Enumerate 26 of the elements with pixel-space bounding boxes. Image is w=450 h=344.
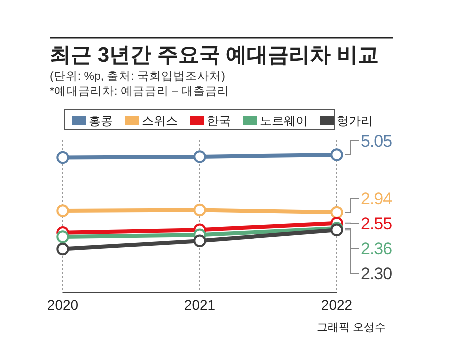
point bbox=[56, 204, 70, 218]
data-label: 2.55 bbox=[361, 214, 392, 234]
point bbox=[194, 234, 206, 248]
text: *예대금리차: 예금금리 – 대출금리 bbox=[50, 85, 230, 98]
legend-label: 헝가리 bbox=[337, 114, 373, 128]
data-label: 5.05 bbox=[361, 132, 392, 152]
text: 그래픽 오성수 bbox=[316, 322, 386, 334]
data-label: 2.36 bbox=[361, 240, 392, 259]
x-tick-label: 2022 bbox=[321, 297, 353, 313]
legend-label: 노르웨이 bbox=[260, 114, 308, 128]
data-label: 2.94 bbox=[361, 190, 392, 209]
point bbox=[330, 148, 344, 162]
legend-label: 홍콩 bbox=[89, 114, 113, 128]
chart-title: 최근 3년간 주요국 예대금리차 비교 bbox=[50, 44, 380, 67]
point bbox=[330, 206, 344, 220]
chart-subtitle: (단위: %p, 출처: 국회입법조사처) bbox=[50, 70, 226, 83]
point bbox=[56, 242, 70, 256]
point bbox=[56, 151, 70, 164]
legend-label: 스위스 bbox=[142, 114, 178, 128]
x-tick-label: 2020 bbox=[47, 297, 79, 313]
point bbox=[194, 150, 206, 164]
point bbox=[56, 230, 70, 244]
point bbox=[194, 204, 206, 217]
data-label: 2.30 bbox=[361, 264, 392, 284]
legend-label: 한국 bbox=[207, 114, 231, 128]
x-tick-label: 2021 bbox=[184, 297, 216, 313]
